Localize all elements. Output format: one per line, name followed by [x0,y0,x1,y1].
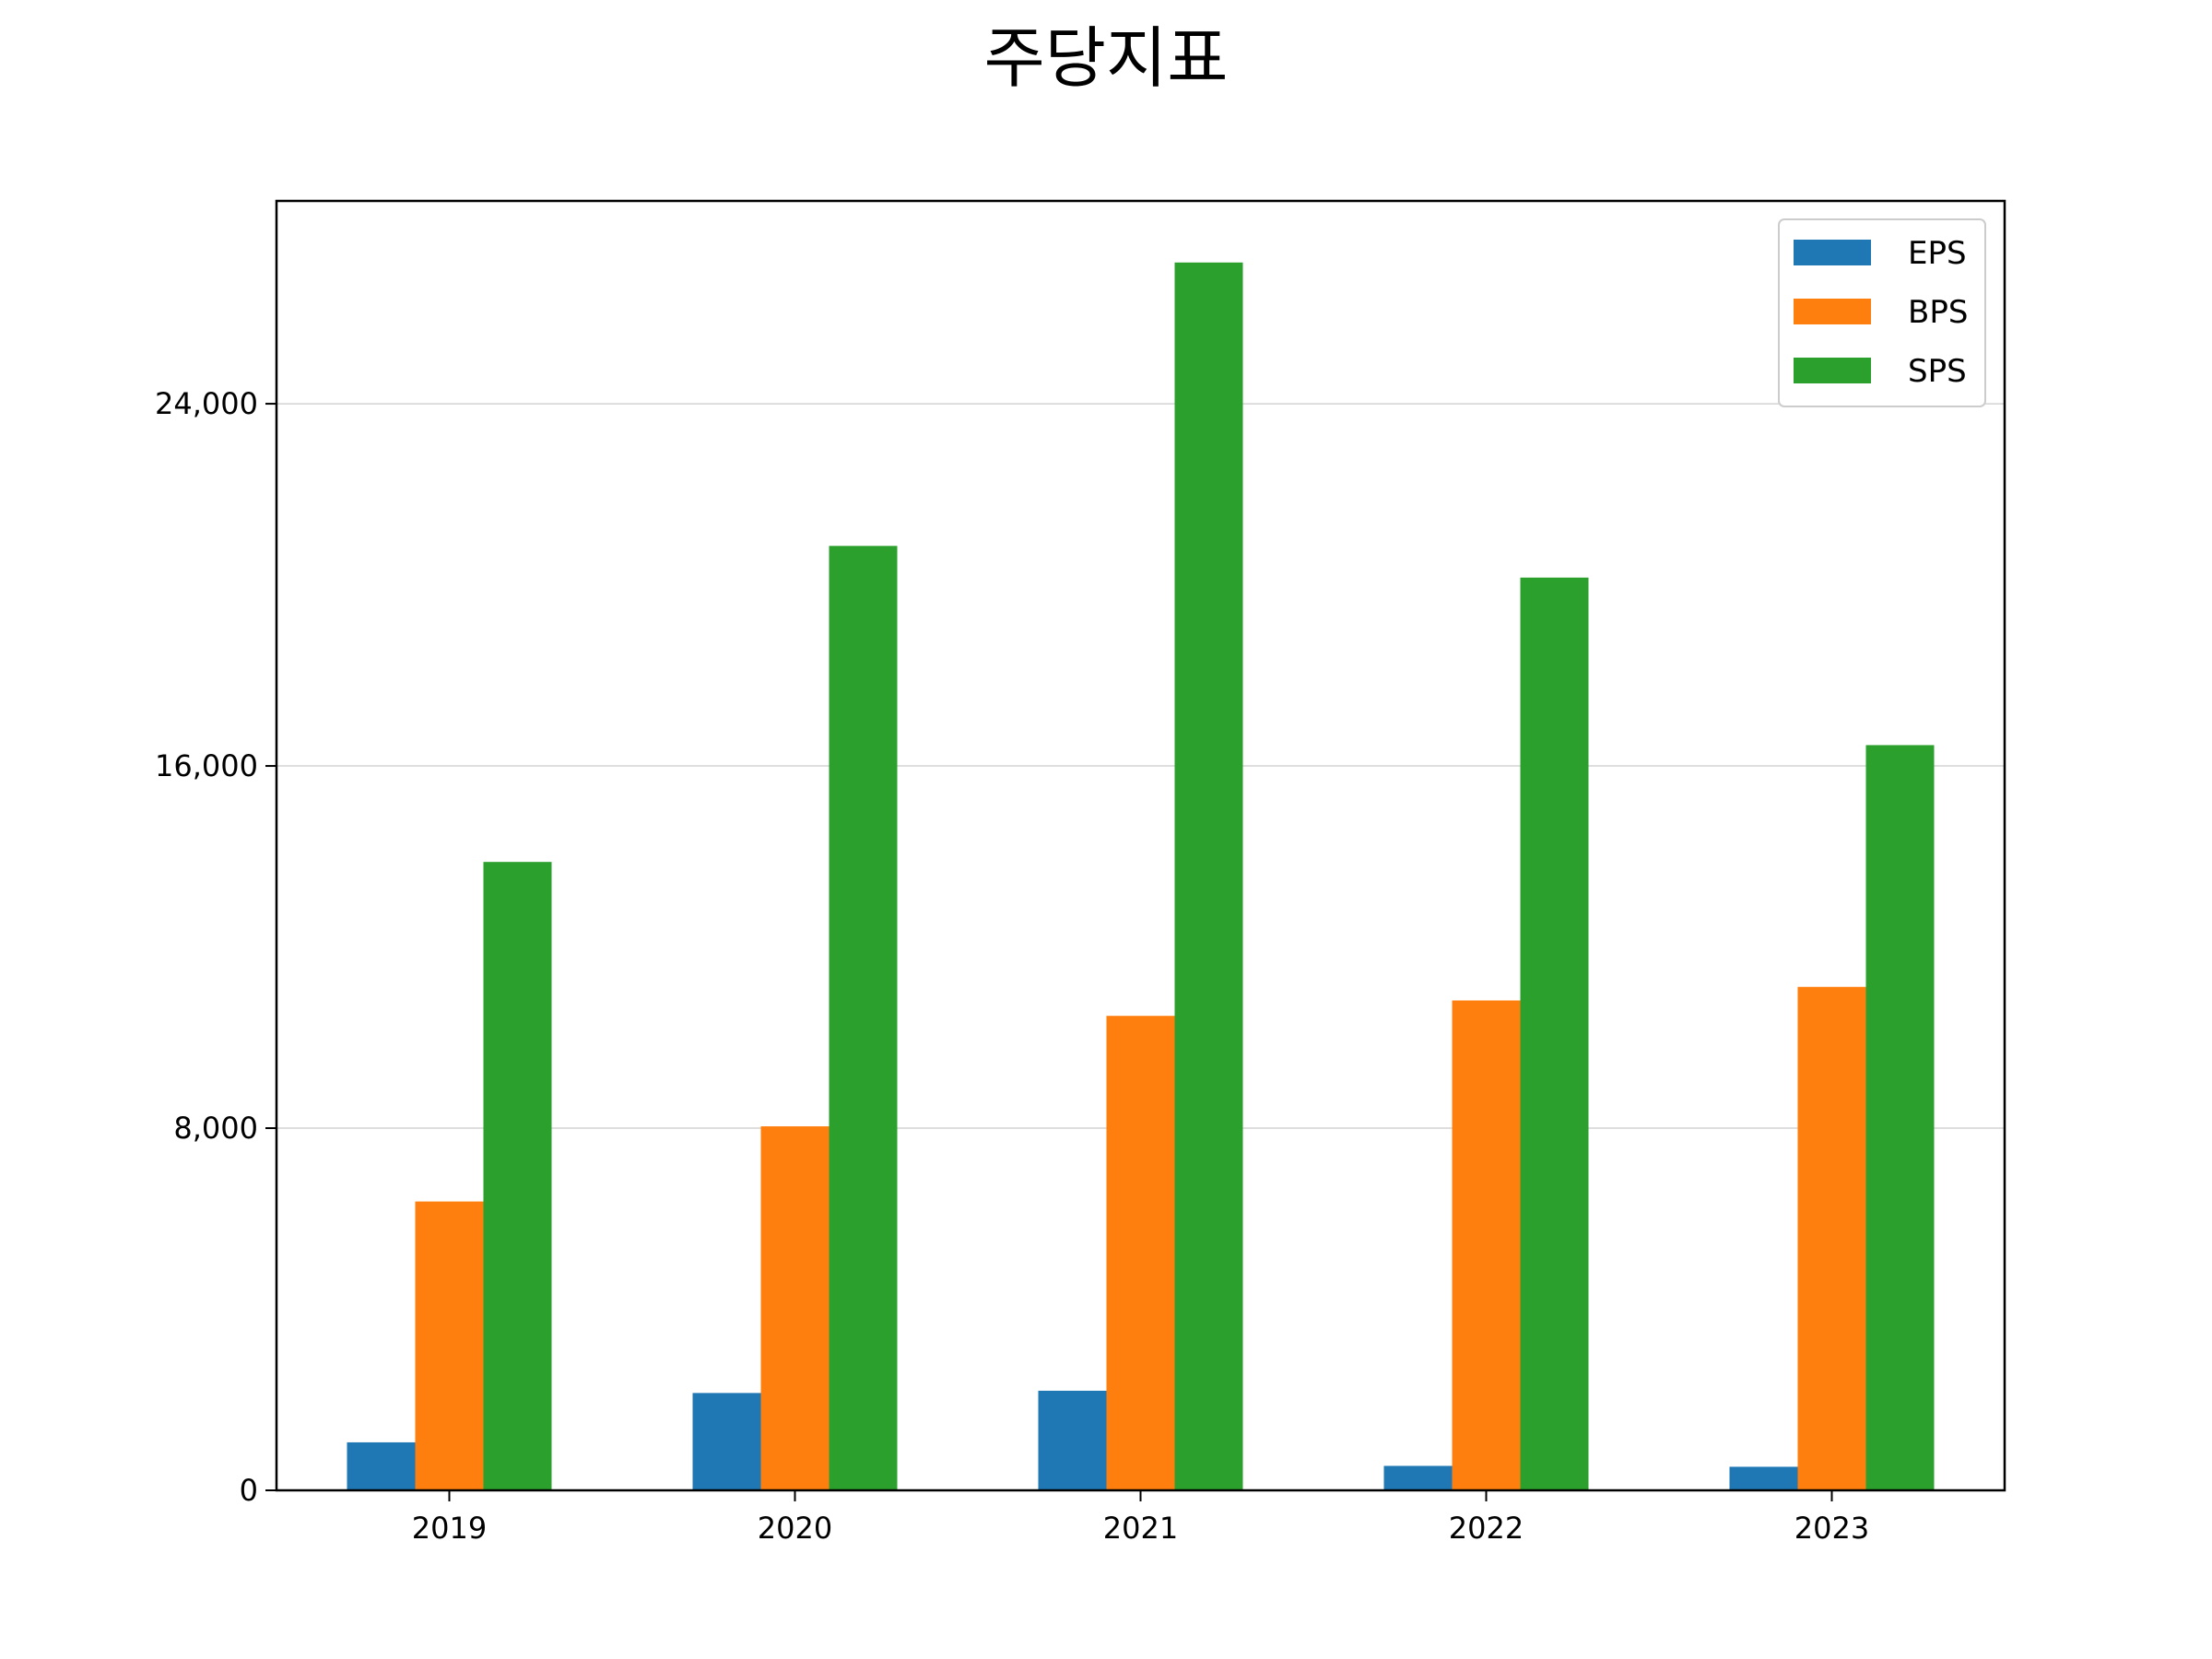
x-tick-label: 2021 [1103,1511,1178,1546]
bar-bps-2023 [1797,986,1866,1490]
legend-swatch-bps [1794,299,1871,324]
bar-bps-2019 [415,1201,484,1490]
bar-eps-2021 [1038,1390,1107,1490]
bar-bps-2020 [760,1126,830,1490]
legend-swatch-eps [1794,240,1871,265]
x-tick-label: 2023 [1794,1511,1869,1546]
y-tick-label: 16,000 [155,748,258,783]
legend-label-bps: BPS [1908,294,1968,331]
bars [347,262,1935,1491]
bar-sps-2019 [483,862,552,1490]
bar-eps-2019 [347,1441,416,1490]
bar-sps-2021 [1174,262,1243,1491]
y-tick-label: 24,000 [155,386,258,421]
y-tick-label: 8,000 [173,1111,258,1146]
bar-bps-2021 [1106,1016,1175,1490]
legend: EPS BPS SPS [1778,218,1986,407]
bar-eps-2023 [1729,1466,1798,1490]
bar-eps-2020 [692,1393,761,1490]
bar-sps-2022 [1520,577,1589,1490]
bar-bps-2022 [1452,1000,1521,1490]
x-tick-label: 2019 [412,1511,487,1546]
x-tick-label: 2022 [1449,1511,1524,1546]
x-axis: 2019 2020 2021 2022 2023 [412,1490,1869,1546]
bar-sps-2020 [829,546,898,1491]
chart-title: 주당지표 [984,19,1229,97]
legend-label-eps: EPS [1908,235,1967,272]
legend-swatch-sps [1794,358,1871,383]
y-axis: 0 8,000 16,000 24,000 [155,386,276,1508]
legend-label-sps: SPS [1908,353,1967,390]
x-tick-label: 2020 [758,1511,832,1546]
y-tick-label: 0 [240,1473,258,1508]
bar-sps-2023 [1865,745,1935,1490]
bar-eps-2022 [1383,1465,1453,1490]
